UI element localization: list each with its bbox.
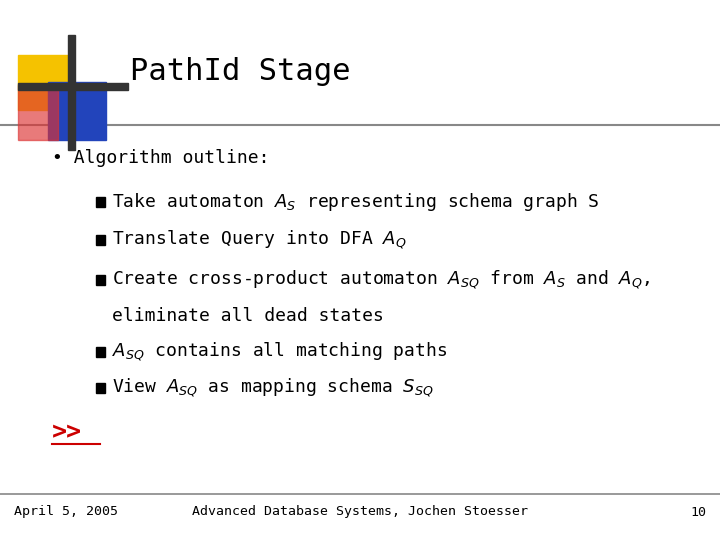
Bar bbox=[18, 55, 73, 110]
Bar bbox=[18, 85, 58, 140]
Text: $A_{SQ}$ contains all matching paths: $A_{SQ}$ contains all matching paths bbox=[112, 341, 447, 363]
Bar bbox=[68, 35, 75, 150]
Text: • Algorithm outline:: • Algorithm outline: bbox=[52, 149, 269, 167]
Bar bbox=[96, 235, 105, 245]
Bar bbox=[18, 83, 128, 90]
Bar bbox=[96, 347, 105, 357]
Text: Advanced Database Systems, Jochen Stoesser: Advanced Database Systems, Jochen Stoess… bbox=[192, 505, 528, 518]
Text: View $A_{SQ}$ as mapping schema $S_{SQ}$: View $A_{SQ}$ as mapping schema $S_{SQ}$ bbox=[112, 377, 433, 399]
Text: >>: >> bbox=[52, 420, 82, 444]
Text: Take automaton $A_S$ representing schema graph S: Take automaton $A_S$ representing schema… bbox=[112, 191, 600, 213]
Text: Translate Query into DFA $A_Q$: Translate Query into DFA $A_Q$ bbox=[112, 229, 407, 251]
Text: PathId Stage: PathId Stage bbox=[130, 57, 351, 86]
Text: Create cross-product automaton $A_{SQ}$ from $A_S$ and $A_Q$,: Create cross-product automaton $A_{SQ}$ … bbox=[112, 269, 650, 291]
Bar bbox=[96, 383, 105, 393]
Bar bbox=[48, 82, 106, 140]
Text: eliminate all dead states: eliminate all dead states bbox=[112, 307, 384, 325]
Text: April 5, 2005: April 5, 2005 bbox=[14, 505, 118, 518]
Text: 10: 10 bbox=[690, 505, 706, 518]
Bar bbox=[96, 275, 105, 285]
Bar bbox=[96, 197, 105, 207]
